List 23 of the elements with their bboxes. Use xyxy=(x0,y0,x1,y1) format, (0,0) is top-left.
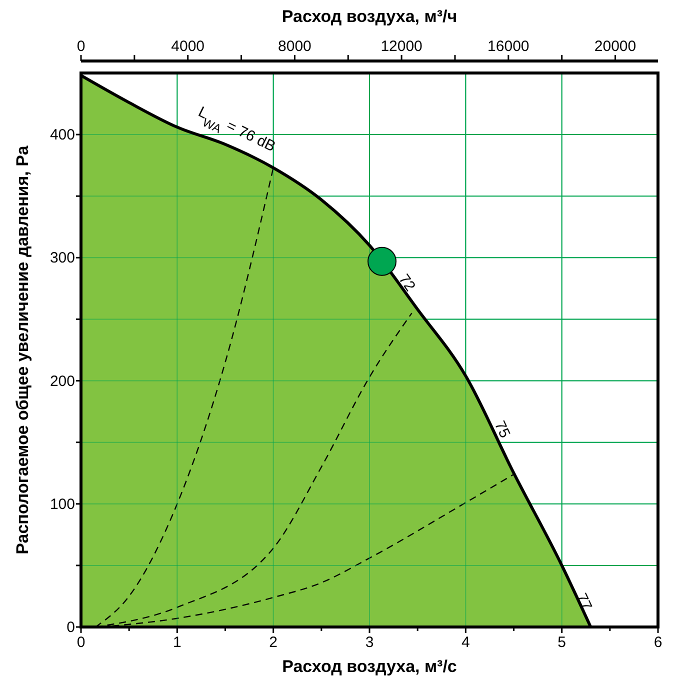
x-tick-label: 4 xyxy=(461,634,470,651)
y-tick-label: 0 xyxy=(66,619,75,636)
y-tick-label: 100 xyxy=(50,496,75,513)
y-tick-label: 200 xyxy=(50,372,75,390)
annotation: 72 xyxy=(395,271,419,295)
x-tick-label: 1 xyxy=(172,634,182,651)
x2-tick-label: 12000 xyxy=(380,38,422,55)
y-tick-label: 300 xyxy=(50,250,75,267)
x-tick-label: 0 xyxy=(76,634,86,651)
x-tick-label: 3 xyxy=(365,634,374,651)
x2-axis-title: Расход воздуха, м³/ч xyxy=(282,7,458,26)
annotation: 75 xyxy=(490,418,514,441)
x2-tick-label: 0 xyxy=(76,38,86,55)
x-tick-label: 5 xyxy=(558,634,566,651)
y-tick-label: 400 xyxy=(50,126,75,144)
x2-tick-label: 20000 xyxy=(594,38,636,55)
x2-tick-label: 16000 xyxy=(488,38,530,55)
x-axis-title: Расход воздуха, м³/с xyxy=(282,657,457,676)
x2-tick-label: 8000 xyxy=(278,38,312,55)
x-tick-label: 6 xyxy=(654,634,662,651)
y-axis-title: Распологаемое общее увеличение давления, Pa xyxy=(13,145,32,554)
x-tick-label: 2 xyxy=(269,634,278,651)
x2-tick-label: 4000 xyxy=(171,38,205,55)
